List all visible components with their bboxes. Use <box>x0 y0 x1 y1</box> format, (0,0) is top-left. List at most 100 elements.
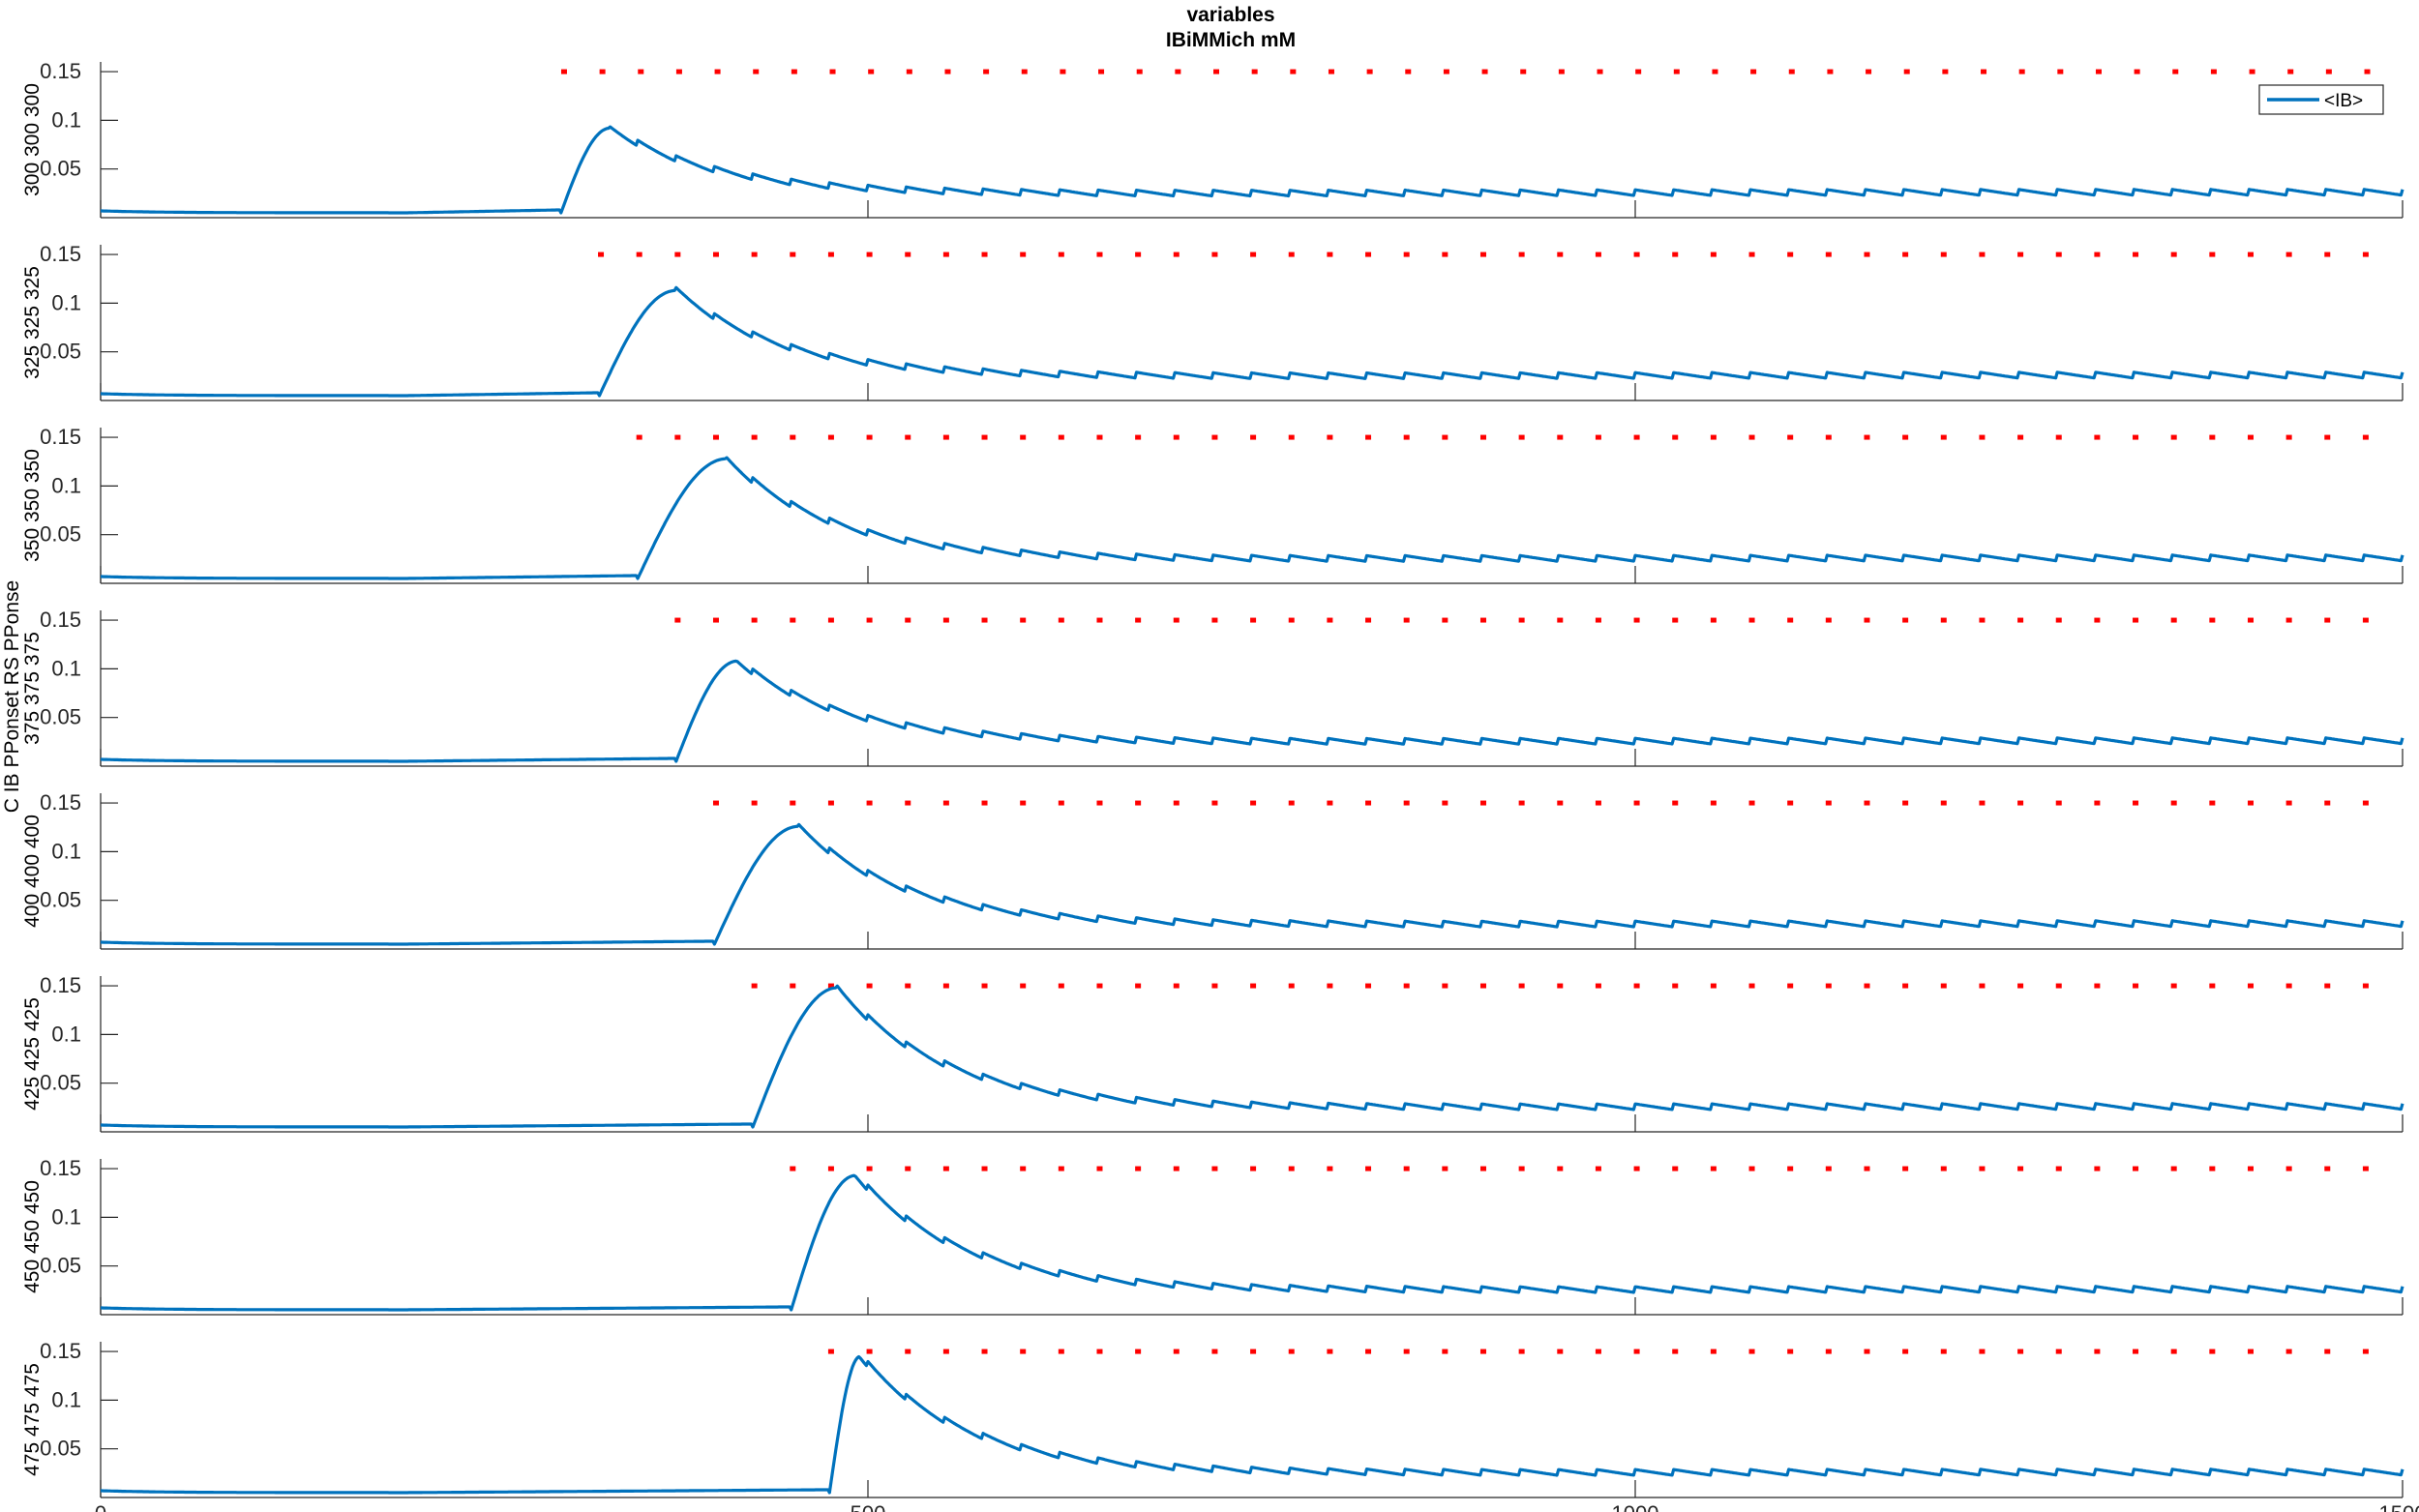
stimulus-marker <box>2094 1166 2101 1171</box>
stimulus-marker <box>2209 800 2216 806</box>
stimulus-marker <box>1979 983 1986 989</box>
stimulus-marker <box>1902 617 1909 623</box>
stimulus-marker <box>1557 983 1564 989</box>
stimulus-marker <box>1481 69 1488 74</box>
stimulus-marker <box>1327 252 1333 257</box>
x-axis: 0 500 1000 1500 <box>95 1501 2419 1512</box>
stimulus-marker <box>1940 1166 1947 1171</box>
stimulus-marker <box>1710 1349 1717 1354</box>
stimulus-marker <box>2170 252 2177 257</box>
ib-trace <box>100 285 2404 398</box>
ib-trace <box>100 822 2404 946</box>
stimulus-marker <box>1211 617 1218 623</box>
stimulus-marker <box>1595 983 1601 989</box>
stimulus-marker <box>1135 800 1142 806</box>
stimulus-marker <box>1864 252 1870 257</box>
stimulus-marker <box>1864 434 1870 440</box>
stimulus-marker <box>1633 434 1640 440</box>
stimulus-marker <box>2017 617 2024 623</box>
stimulus-marker <box>1672 434 1679 440</box>
stimulus-marker <box>1748 252 1755 257</box>
stimulus-marker <box>1136 69 1143 74</box>
y-tick-label: 0.05 <box>40 888 81 912</box>
stimulus-marker <box>1866 69 1872 74</box>
stimulus-marker <box>1020 252 1027 257</box>
panel-y-label: 400 400 400 <box>21 815 44 928</box>
x-tick-label: 0 <box>95 1501 106 1512</box>
stimulus-marker <box>2362 252 2369 257</box>
stimulus-marker <box>1211 800 1218 806</box>
stimulus-marker <box>1595 1166 1601 1171</box>
stimulus-marker <box>1403 252 1410 257</box>
stimulus-marker <box>827 1166 834 1171</box>
stimulus-marker <box>712 800 719 806</box>
stimulus-marker <box>1173 1166 1180 1171</box>
stimulus-marker <box>1710 1166 1717 1171</box>
stimulus-marker <box>2362 1349 2369 1354</box>
stimulus-marker <box>1825 434 1832 440</box>
stimulus-marker <box>1979 434 1986 440</box>
stimulus-marker <box>1750 69 1757 74</box>
stimulus-marker <box>1518 617 1525 623</box>
y-tick-label: 0.15 <box>40 790 81 815</box>
stimulus-marker <box>1672 252 1679 257</box>
ib-trace <box>100 456 2404 580</box>
stimulus-marker <box>2094 983 2101 989</box>
stimulus-marker <box>1366 69 1373 74</box>
stimulus-marker <box>1479 617 1486 623</box>
y-tick-label: 0.15 <box>40 242 81 266</box>
stimulus-marker <box>1825 1349 1832 1354</box>
y-tick-label: 0.05 <box>40 157 81 181</box>
stimulus-marker <box>1327 1166 1333 1171</box>
stimulus-marker <box>1288 434 1295 440</box>
stimulus-marker <box>751 800 758 806</box>
stimulus-marker <box>1328 69 1334 74</box>
stimulus-marker <box>866 1349 873 1354</box>
stimulus-marker <box>790 983 796 989</box>
stimulus-marker <box>983 69 990 74</box>
stimulus-marker <box>1250 800 1257 806</box>
x-tick-label: 500 <box>851 1501 886 1512</box>
stimulus-marker <box>1058 983 1064 989</box>
stimulus-marker <box>2133 434 2139 440</box>
stimulus-marker <box>2017 1349 2024 1354</box>
stimulus-marker <box>2134 69 2140 74</box>
stimulus-marker <box>1479 252 1486 257</box>
stimulus-marker <box>1597 69 1603 74</box>
stimulus-marker <box>1058 252 1064 257</box>
stimulus-marker <box>1595 800 1601 806</box>
stimulus-marker <box>2285 434 2292 440</box>
stimulus-marker <box>1633 983 1640 989</box>
stimulus-marker <box>1748 1166 1755 1171</box>
stimulus-marker <box>751 434 758 440</box>
stimulus-marker <box>905 617 911 623</box>
stimulus-marker <box>1211 1349 1218 1354</box>
stimulus-marker <box>751 252 758 257</box>
stimulus-marker <box>1558 69 1565 74</box>
stimulus-marker <box>2247 617 2254 623</box>
y-tick-label: 0.05 <box>40 522 81 547</box>
stimulus-marker <box>1557 1166 1564 1171</box>
stimulus-marker <box>790 252 796 257</box>
stimulus-marker <box>1365 1349 1372 1354</box>
stimulus-marker <box>1710 800 1717 806</box>
y-tick-label: 0.15 <box>40 59 81 83</box>
stimulus-marker <box>1479 800 1486 806</box>
ib-trace <box>100 984 2404 1129</box>
stimulus-marker <box>1902 252 1909 257</box>
stimulus-marker <box>1940 1349 1947 1354</box>
stimulus-marker <box>981 434 988 440</box>
stimulus-marker <box>2362 434 2369 440</box>
stimulus-marker <box>1135 252 1142 257</box>
stimulus-marker <box>1288 252 1295 257</box>
stimulus-marker <box>1058 800 1064 806</box>
stimulus-marker <box>1403 1166 1410 1171</box>
stimulus-marker <box>1595 434 1601 440</box>
stimulus-marker <box>751 617 758 623</box>
stimulus-marker <box>714 69 721 74</box>
stimulus-marker <box>1825 252 1832 257</box>
y-tick-label: 0.05 <box>40 340 81 364</box>
y-tick-label: 0.15 <box>40 973 81 997</box>
stimulus-marker <box>1710 252 1717 257</box>
